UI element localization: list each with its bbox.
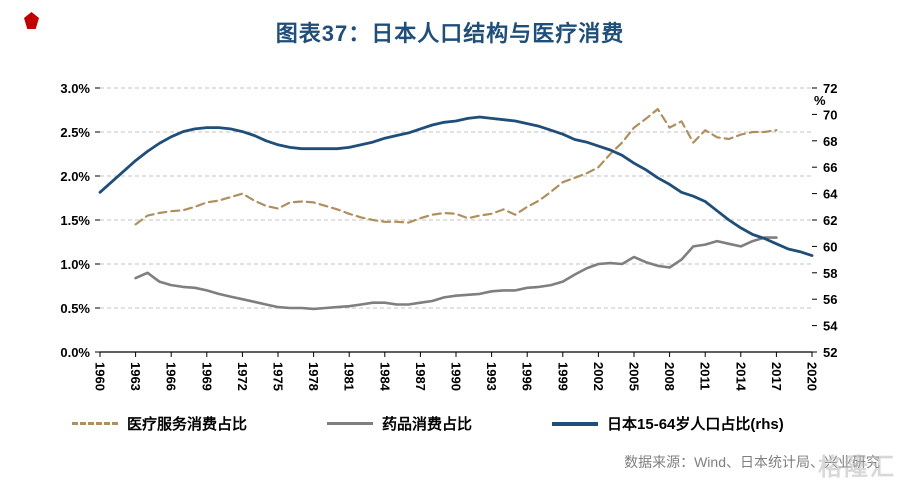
svg-text:1987: 1987 [413,362,428,391]
svg-text:2005: 2005 [627,362,642,391]
svg-text:1996: 1996 [520,362,535,391]
svg-text:52: 52 [823,345,837,360]
svg-text:54: 54 [823,319,838,334]
data-source: 数据来源：Wind、日本统计局、兴业研究 [624,454,880,470]
svg-text:72: 72 [823,81,837,96]
chart-title: 图表37：日本人口结构与医疗消费 [275,21,625,46]
right-axis-labels: 72 70 68 66 64 62 60 58 56 54 52% [814,81,838,360]
svg-text:64: 64 [823,187,838,202]
svg-text:60: 60 [823,239,837,254]
svg-text:58: 58 [823,266,837,281]
svg-text:1963: 1963 [128,362,143,391]
publisher-logo-icon [24,12,39,29]
series-line-1 [134,236,778,311]
svg-text:1993: 1993 [484,362,499,391]
axes [95,87,817,357]
svg-text:3.0%: 3.0% [60,81,90,96]
svg-text:0.0%: 0.0% [60,345,90,360]
svg-text:2020: 2020 [805,362,820,391]
left-axis-labels: 3.0% 2.5% 2.0% 1.5% 1.0% 0.5% 0.0% [60,81,90,360]
svg-text:1978: 1978 [306,362,321,391]
svg-text:2002: 2002 [591,362,606,391]
svg-text:1999: 1999 [555,362,570,391]
legend-label-medical-services: 医疗服务消费占比 [127,416,248,433]
legend-item-pharma: 药品消费占比 [327,413,472,434]
watermark: 格隆汇 [818,454,896,481]
svg-text:1975: 1975 [271,362,286,391]
series-line-2 [98,115,814,258]
legend-dashed-line-swatch [72,422,118,425]
svg-text:1990: 1990 [449,362,464,391]
svg-text:56: 56 [823,292,837,307]
svg-text:0.5%: 0.5% [60,301,90,316]
legend-item-medical-services: 医疗服务消费占比 [72,413,247,434]
svg-text:1.0%: 1.0% [60,257,90,272]
svg-text:2014: 2014 [733,362,748,392]
legend-label-population: 日本15-64岁人口占比(rhs) [607,416,784,433]
svg-text:2011: 2011 [698,362,713,390]
svg-text:1972: 1972 [235,362,250,391]
svg-text:1966: 1966 [164,362,179,391]
svg-text:2.0%: 2.0% [60,169,90,184]
svg-text:2017: 2017 [769,362,784,391]
svg-text:1969: 1969 [199,362,214,391]
series-lines [98,107,814,311]
chart-legend: 医疗服务消费占比 药品消费占比 日本15-64岁人口占比(rhs) [72,413,784,434]
svg-text:68: 68 [823,134,837,149]
svg-text:62: 62 [823,213,837,228]
right-axis-unit: % [814,93,826,108]
svg-text:2.5%: 2.5% [60,125,90,140]
svg-text:1960: 1960 [93,362,108,391]
svg-text:1984: 1984 [377,362,392,392]
svg-text:70: 70 [823,107,837,122]
legend-item-population: 日本15-64岁人口占比(rhs) [552,413,784,434]
svg-text:66: 66 [823,160,837,175]
svg-text:2008: 2008 [662,362,677,391]
svg-text:1981: 1981 [342,362,357,391]
series-line-0 [134,107,778,226]
svg-text:1.5%: 1.5% [60,213,90,228]
legend-blue-line-swatch [552,421,599,426]
x-axis-labels: 1960 1963 1966 1969 1972 1975 1978 1981 1984 1987… [93,362,820,392]
legend-label-pharma: 药品消费占比 [382,416,473,433]
legend-gray-line-swatch [327,422,374,425]
